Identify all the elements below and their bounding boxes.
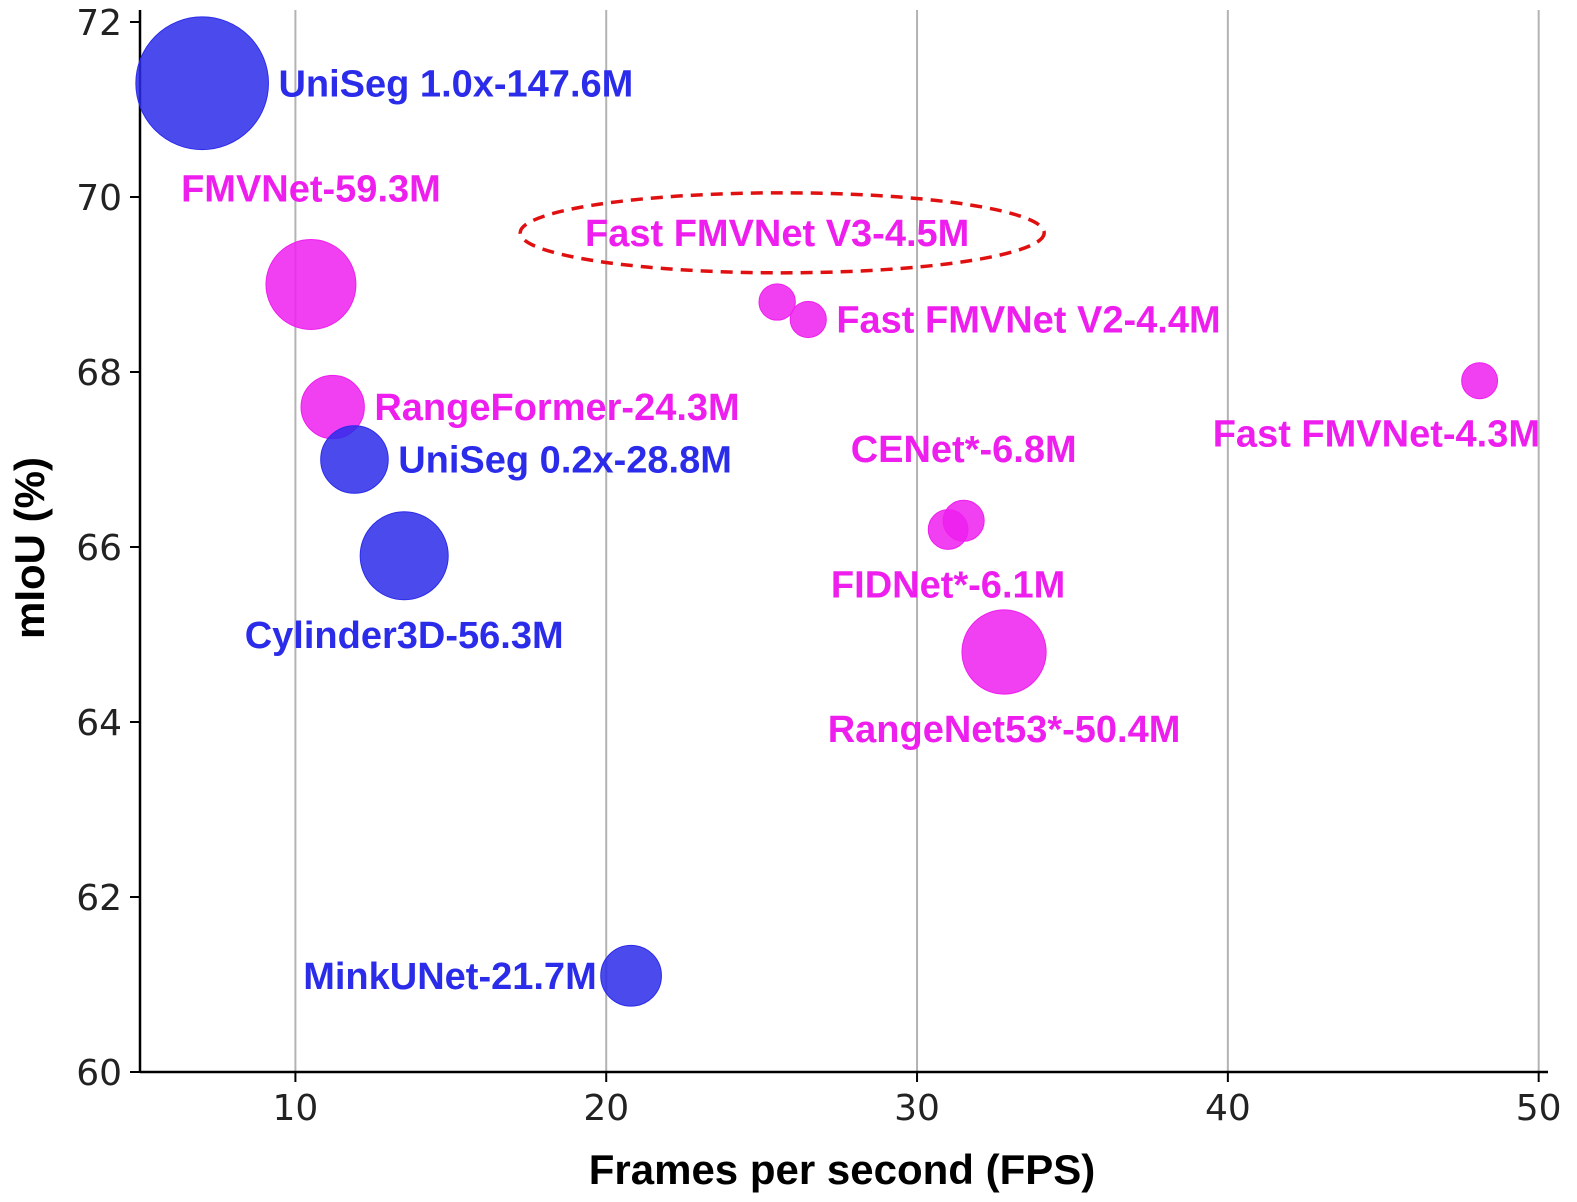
x-tick-label: 40 bbox=[1205, 1088, 1251, 1129]
data-point bbox=[1461, 362, 1499, 400]
data-label: UniSeg 1.0x-147.6M bbox=[278, 63, 633, 105]
y-tick-label: 70 bbox=[76, 178, 122, 219]
data-point bbox=[359, 511, 449, 601]
y-tick-label: 72 bbox=[76, 3, 122, 44]
data-point bbox=[265, 239, 357, 330]
data-label: MinkUNet-21.7M bbox=[303, 956, 597, 998]
x-tick-label: 20 bbox=[583, 1088, 629, 1129]
data-label: Fast FMVNet-4.3M bbox=[1213, 414, 1540, 456]
x-tick-label: 10 bbox=[273, 1088, 319, 1129]
data-point bbox=[942, 499, 985, 542]
data-point bbox=[789, 300, 827, 339]
y-tick-label: 62 bbox=[76, 878, 122, 919]
x-axis-title: Frames per second (FPS) bbox=[589, 1146, 1095, 1193]
data-label: FIDNet*-6.1M bbox=[831, 564, 1065, 606]
highlight-marker bbox=[518, 191, 1046, 275]
data-label: CENet*-6.8M bbox=[851, 429, 1077, 471]
data-points bbox=[135, 16, 1499, 1007]
data-label: Fast FMVNet V3-4.5M bbox=[585, 213, 969, 255]
y-axis-title: mIoU (%) bbox=[6, 457, 53, 639]
data-point bbox=[758, 283, 796, 321]
y-tick-label: 64 bbox=[76, 703, 122, 744]
data-point bbox=[320, 425, 389, 494]
x-tick-label: 50 bbox=[1516, 1088, 1562, 1129]
data-label: Fast FMVNet V2-4.4M bbox=[836, 300, 1220, 342]
data-label: Cylinder3D-56.3M bbox=[245, 615, 564, 657]
x-tick-label: 30 bbox=[894, 1088, 940, 1129]
data-label: FMVNet-59.3M bbox=[181, 169, 441, 211]
grid-lines bbox=[294, 10, 1540, 1072]
axis-ticks: 10 20 30 40 50 60 62 64 66 68 70 72 bbox=[76, 3, 1561, 1129]
data-point bbox=[135, 16, 269, 151]
data-label: RangeNet53*-50.4M bbox=[828, 709, 1181, 751]
y-tick-label: 68 bbox=[76, 353, 122, 394]
data-point bbox=[961, 609, 1047, 695]
y-tick-label: 66 bbox=[76, 528, 122, 569]
y-tick-label: 60 bbox=[76, 1053, 122, 1094]
data-label: UniSeg 0.2x-28.8M bbox=[398, 440, 732, 482]
data-point bbox=[600, 944, 662, 1007]
highlight-ellipse bbox=[518, 191, 1046, 275]
data-label: RangeFormer-24.3M bbox=[374, 387, 739, 429]
data-labels: UniSeg 1.0x-147.6M FMVNet-59.3M RangeForme… bbox=[181, 63, 1540, 998]
